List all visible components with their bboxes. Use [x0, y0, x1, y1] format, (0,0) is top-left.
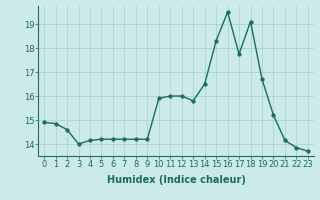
X-axis label: Humidex (Indice chaleur): Humidex (Indice chaleur)	[107, 175, 245, 185]
